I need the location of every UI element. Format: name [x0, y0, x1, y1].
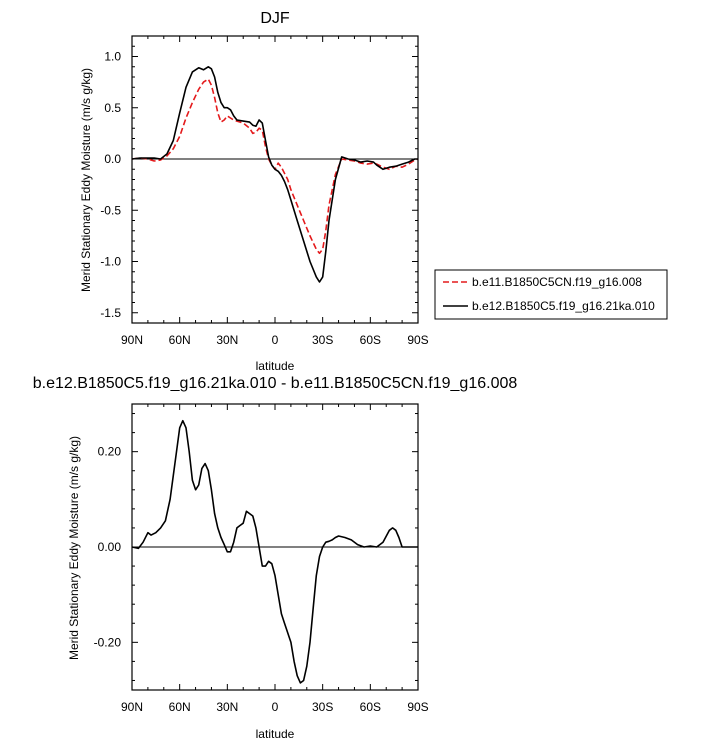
x-tick-label: 90N [121, 700, 143, 714]
x-tick-label: 60S [360, 700, 381, 714]
chart-title: b.e12.B1850C5.f19_g16.21ka.010 - b.e11.B… [33, 375, 518, 392]
legend: b.e11.B1850C5CN.f19_g16.008 b.e12.B1850C… [434, 269, 668, 320]
y-tick-label: 0.5 [104, 101, 121, 115]
x-tick-label: 60N [169, 700, 191, 714]
y-tick-label: 0.20 [98, 445, 122, 459]
series-line-2 [131, 66, 418, 283]
y-tick-label: 1.0 [104, 50, 121, 64]
x-tick-label: 0 [272, 333, 279, 347]
y-tick-label: 0.0 [104, 152, 121, 166]
legend-label-series-1: b.e11.B1850C5CN.f19_g16.008 [472, 275, 642, 289]
y-tick-label: -1.0 [100, 255, 121, 269]
legend-box [434, 269, 668, 320]
x-tick-label: 30S [312, 700, 333, 714]
x-tick-label: 60N [169, 333, 191, 347]
x-tick-label: 90S [407, 700, 428, 714]
y-axis-label: Merid Stationary Eddy Moisture (m/s g/kg… [67, 436, 81, 660]
chart-difference: b.e12.B1850C5.f19_g16.21ka.010 - b.e11.B… [33, 375, 518, 741]
x-axis-label: latitude [256, 359, 295, 373]
plot-frame [131, 35, 419, 324]
y-axis-label: Merid Stationary Eddy Moisture (m/s g/kg… [79, 68, 93, 292]
y-tick-label: -0.5 [100, 203, 121, 217]
legend-label-series-2: b.e12.B1850C5.f19_g16.21ka.010 [472, 299, 655, 313]
x-tick-label: 0 [272, 700, 279, 714]
plot-area: 90N 60N 30N 0 30S 60S 90S -0.20 0.00 0.20 [94, 403, 429, 714]
x-tick-label: 30S [312, 333, 333, 347]
series-line-1 [131, 419, 418, 684]
y-tick-label: -0.20 [94, 635, 122, 649]
chart-djf: DJF 90N 60N 30N 0 30S 60S 90S -1.5 -1.0 -0.5 0.0 0.… [79, 10, 668, 373]
chart-title: DJF [260, 10, 290, 27]
series-line-1 [131, 78, 419, 255]
y-tick-label: -1.5 [100, 306, 121, 320]
x-tick-label: 90N [121, 333, 143, 347]
y-tick-label: 0.00 [98, 540, 122, 554]
plot-area: 90N 60N 30N 0 30S 60S 90S -1.5 -1.0 -0.5 0.0 0.5 1.0 [100, 35, 429, 347]
x-tick-label: 30N [216, 700, 238, 714]
x-tick-label: 90S [407, 333, 428, 347]
x-tick-label: 30N [216, 333, 238, 347]
x-axis-label: latitude [256, 727, 295, 741]
x-tick-label: 60S [360, 333, 381, 347]
